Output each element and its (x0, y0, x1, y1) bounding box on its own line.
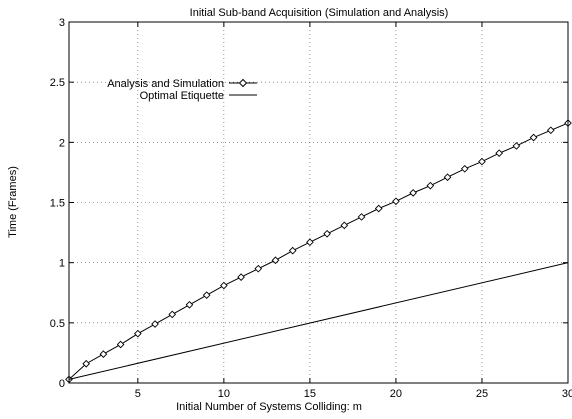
y-ticks: 0 0.5 1 1.5 2 2.5 3 (50, 17, 568, 390)
x-tick-label: 30 (562, 388, 572, 400)
data-point (340, 221, 349, 230)
data-point (392, 197, 400, 206)
data-point (254, 264, 263, 273)
data-point (374, 204, 383, 213)
x-tick-label: 20 (390, 388, 402, 400)
y-tick-label: 1.5 (50, 198, 65, 210)
x-ticks: 5 10 15 20 25 30 (135, 22, 572, 400)
data-point (133, 329, 142, 338)
y-tick-label: 1 (59, 258, 65, 270)
legend: Analysis and Simulation Optimal Etiquett… (107, 78, 257, 102)
data-point (478, 157, 486, 166)
legend-label-optimal: Optimal Etiquette (140, 90, 224, 102)
data-point (306, 238, 314, 247)
x-tick-label: 15 (304, 388, 316, 400)
data-point (460, 164, 469, 173)
data-point (202, 291, 211, 299)
data-point (151, 320, 159, 328)
data-point (220, 281, 228, 290)
data-point (168, 310, 177, 319)
y-tick-label: 2.5 (50, 77, 65, 89)
y-tick-label: 3 (59, 17, 65, 29)
data-point (288, 246, 297, 255)
grid (69, 22, 568, 383)
y-tick-label: 0.5 (50, 318, 65, 330)
data-point (116, 340, 125, 349)
legend-label-analysis: Analysis and Simulation (107, 78, 224, 90)
data-point (512, 142, 521, 150)
data-point (323, 229, 331, 238)
legend-marker-analysis (238, 78, 248, 88)
data-point (495, 149, 504, 157)
data-point (357, 213, 366, 221)
x-tick-label: 5 (135, 388, 141, 400)
data-point (185, 300, 194, 309)
data-point (237, 273, 245, 281)
data-point (529, 133, 538, 142)
series-line-0 (68, 122, 569, 380)
x-tick-label: 25 (476, 388, 488, 400)
data-point (443, 173, 452, 182)
data-point (99, 350, 108, 358)
y-tick-label: 0 (59, 378, 65, 390)
data-point (82, 359, 91, 368)
x-axis-label: Initial Number of Systems Colliding: m (176, 401, 362, 413)
data-point (546, 126, 555, 135)
y-axis-label: Time (Frames) (7, 166, 19, 238)
series-layer (65, 119, 572, 384)
data-point (426, 181, 435, 190)
y-tick-label: 2 (59, 137, 65, 149)
data-point (409, 189, 417, 197)
series-line-1 (68, 262, 569, 380)
chart-title: Initial Sub-band Acquisition (Simulation… (190, 7, 449, 19)
x-tick-label: 10 (218, 388, 230, 400)
data-point (271, 256, 280, 265)
